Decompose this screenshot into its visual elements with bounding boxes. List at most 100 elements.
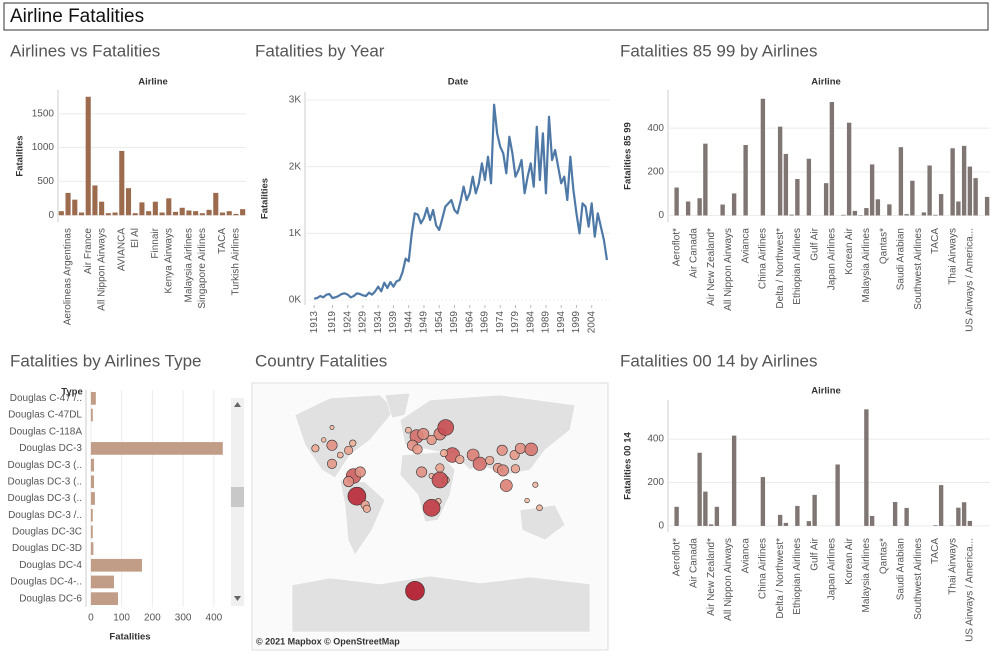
bar (105, 213, 111, 216)
map-point (422, 499, 441, 517)
y-tick-label: Douglas DC-3 /.. (8, 510, 82, 521)
scrollbar-thumb[interactable] (231, 487, 244, 507)
x-tick-label: 1919 (327, 311, 338, 334)
x-tick-label: TACA (930, 228, 941, 254)
y-tick-label: Douglas C-47DL (8, 410, 82, 421)
bar (812, 494, 817, 526)
x-tick-label: Gulf Air (809, 227, 820, 260)
bar (152, 201, 158, 216)
x-tick-label: Gulf Air (809, 537, 820, 570)
bar (795, 505, 800, 526)
bar (703, 143, 708, 216)
bar (132, 213, 138, 216)
y-tick-label: Douglas DC-3 (19, 443, 82, 454)
y-axis-label: Fatalities (260, 178, 271, 219)
x-tick-label: Southwest Airlines (913, 538, 924, 620)
map-point (326, 439, 338, 451)
map-point (405, 581, 425, 601)
map-point (524, 442, 538, 456)
bar (887, 204, 892, 216)
x-tick-label: China Airlines (758, 228, 769, 289)
bar (226, 211, 232, 216)
bar (90, 442, 223, 455)
y-tick-label: Douglas DC-4-.. (10, 577, 82, 588)
x-tick-label: 1959 (449, 311, 460, 334)
antarctica (291, 575, 591, 633)
bar (852, 210, 858, 216)
bar (213, 192, 219, 216)
map-point (362, 504, 371, 513)
title-box (3, 2, 989, 31)
bar (731, 435, 737, 526)
x-tick-label: Saudi Arabian (896, 538, 907, 600)
bar (927, 165, 932, 216)
column-header: Date (448, 77, 469, 88)
bar (806, 158, 812, 216)
map-point (485, 455, 495, 465)
x-tick-label: 1954 (434, 311, 445, 334)
bar (967, 166, 973, 216)
map-point (437, 419, 454, 436)
bar (835, 464, 840, 526)
x-tick-label: Thai Airways (947, 228, 958, 285)
map-point (354, 466, 366, 478)
x-tick-label: Aerolineas Argentinas (63, 228, 74, 325)
scroll-up[interactable] (234, 402, 241, 407)
y-tick-label: 1000 (32, 142, 55, 153)
x-tick-label: 1994 (556, 311, 567, 334)
map-point (336, 451, 344, 459)
bar (875, 199, 881, 216)
map-point (405, 426, 412, 434)
y-axis-label: Fatalities 00 14 (623, 431, 634, 499)
chart-title: Fatalities by Airlines Type (10, 351, 202, 370)
map-point (496, 444, 508, 456)
bar (219, 212, 226, 216)
x-tick-label: Aeroflot* (671, 228, 682, 266)
y-tick-label: Douglas C-118A (9, 426, 82, 437)
map-point (426, 434, 437, 445)
bar (139, 202, 145, 216)
x-tick-label: Japan Airlines (827, 538, 838, 600)
bar (760, 98, 766, 216)
bar (90, 575, 114, 589)
x-tick-label: Avianca (740, 228, 751, 264)
x-tick-label: Japan Airlines (827, 228, 838, 290)
bar (674, 187, 679, 216)
scroll-down[interactable] (234, 596, 241, 601)
bar (783, 522, 789, 526)
x-tick-label: 1939 (388, 311, 399, 334)
map-point (536, 504, 543, 512)
bar (146, 211, 152, 216)
x-tick-label: 1913 (309, 311, 320, 334)
map-point (440, 449, 449, 458)
australia (519, 504, 566, 541)
x-tick-label: Delta / Northwest* (775, 538, 786, 619)
bar (90, 542, 94, 555)
greenland (384, 392, 411, 419)
x-tick-label: Malaysia Airlines (861, 538, 872, 612)
bar (119, 150, 125, 216)
bar (783, 153, 789, 216)
bar (166, 198, 172, 216)
map-point (435, 463, 445, 473)
x-tick-label: 400 (206, 613, 223, 624)
x-axis-label: Fatalities (109, 632, 150, 643)
y-axis-label: Fatalities 85 99 (623, 122, 634, 190)
x-tick-label: 2004 (586, 311, 597, 334)
bar (961, 502, 967, 526)
bar (789, 214, 794, 216)
bar (806, 521, 812, 526)
bar (697, 452, 702, 526)
map-point (509, 449, 520, 461)
bar (90, 592, 118, 605)
y-tick-label: Douglas C-47 /.. (10, 393, 82, 404)
map-point (499, 479, 513, 492)
bar (743, 144, 748, 216)
x-tick-label: Air Canada (689, 538, 700, 588)
bar (90, 508, 93, 522)
map-point (311, 444, 320, 453)
bar (72, 199, 78, 216)
x-tick-label: Malaysia Airlines (184, 228, 195, 302)
x-tick-label: All Nippon Airways (96, 228, 107, 311)
